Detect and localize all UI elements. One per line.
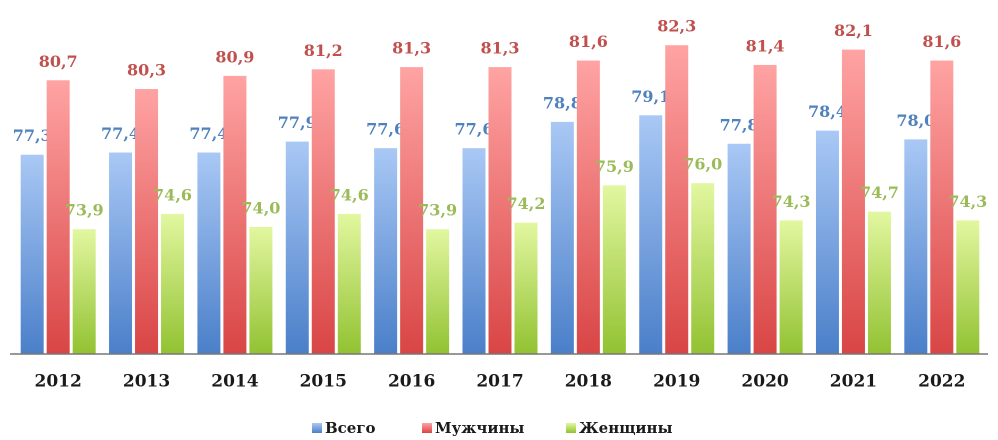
data-label: 80,9 — [215, 47, 254, 66]
x-tick-label: 2014 — [211, 372, 258, 392]
data-label: 74,3 — [772, 192, 811, 211]
bar — [930, 60, 954, 355]
data-label: 81,3 — [392, 39, 431, 58]
data-label: 74,6 — [153, 185, 192, 204]
data-label: 77,3 — [13, 126, 52, 145]
bar — [753, 64, 777, 354]
bar — [72, 229, 96, 354]
bar — [337, 213, 361, 354]
bar — [426, 229, 450, 354]
data-label: 74,7 — [860, 183, 899, 202]
data-label: 77,6 — [366, 120, 405, 139]
data-label: 77,8 — [720, 115, 759, 134]
legend-label: Женщины — [579, 419, 673, 437]
data-label: 74,2 — [507, 194, 546, 213]
data-label: 77,6 — [455, 120, 494, 139]
legend-swatch — [422, 423, 432, 433]
bar — [46, 80, 70, 355]
data-label: 73,9 — [418, 201, 457, 220]
data-label: 75,9 — [595, 157, 634, 176]
data-label: 80,3 — [127, 61, 166, 80]
x-tick-label: 2022 — [918, 372, 965, 392]
bar — [374, 148, 398, 354]
data-label: 73,9 — [65, 201, 104, 220]
x-tick-label: 2018 — [565, 372, 612, 392]
bar — [576, 60, 600, 355]
legend-label: Всего — [325, 419, 376, 437]
bar — [904, 139, 928, 354]
legend-label: Мужчины — [435, 419, 524, 437]
bar — [550, 121, 574, 355]
bar — [815, 130, 839, 354]
bar — [727, 143, 751, 354]
data-label: 74,0 — [241, 198, 280, 217]
bar — [109, 152, 133, 354]
bar — [285, 141, 309, 354]
bar — [602, 185, 626, 354]
data-label: 74,3 — [948, 192, 987, 211]
data-label: 79,1 — [631, 87, 670, 106]
data-label: 81,6 — [922, 32, 961, 51]
bar — [311, 69, 335, 354]
bar — [691, 183, 715, 354]
legend-swatch — [312, 423, 322, 433]
bar — [197, 152, 221, 354]
bar — [665, 45, 689, 355]
data-label: 77,4 — [189, 124, 228, 143]
bar — [135, 89, 159, 354]
bar — [841, 49, 865, 354]
data-label: 78,0 — [896, 111, 935, 130]
x-tick-label: 2019 — [653, 372, 700, 392]
bar — [249, 226, 273, 354]
data-label: 82,1 — [834, 21, 873, 40]
data-label: 78,8 — [543, 93, 582, 112]
x-tick-label: 2016 — [388, 372, 435, 392]
bar — [400, 67, 424, 354]
data-label: 74,6 — [330, 185, 369, 204]
bar — [867, 211, 891, 354]
bar — [223, 75, 247, 354]
data-label: 81,3 — [481, 39, 520, 58]
x-tick-label: 2020 — [741, 372, 788, 392]
legend-swatch — [566, 423, 576, 433]
data-label: 81,2 — [304, 41, 343, 60]
bar — [639, 115, 663, 354]
x-tick-label: 2021 — [830, 372, 877, 392]
bar — [462, 148, 486, 354]
x-tick-label: 2017 — [476, 372, 523, 392]
x-tick-label: 2015 — [300, 372, 347, 392]
bar — [161, 213, 185, 354]
x-tick-label: 2013 — [123, 372, 170, 392]
data-label: 76,0 — [683, 155, 722, 174]
data-label: 81,4 — [746, 36, 785, 55]
bar — [488, 67, 512, 354]
data-label: 81,6 — [569, 32, 608, 51]
bar — [514, 222, 538, 354]
data-label: 78,4 — [808, 102, 847, 121]
x-tick-label: 2012 — [35, 372, 82, 392]
bar — [20, 154, 44, 354]
data-label: 82,3 — [657, 17, 696, 36]
data-label: 77,9 — [278, 113, 317, 132]
data-label: 80,7 — [39, 52, 78, 71]
bar — [779, 220, 803, 354]
data-label: 77,4 — [101, 124, 140, 143]
bar — [956, 220, 980, 354]
